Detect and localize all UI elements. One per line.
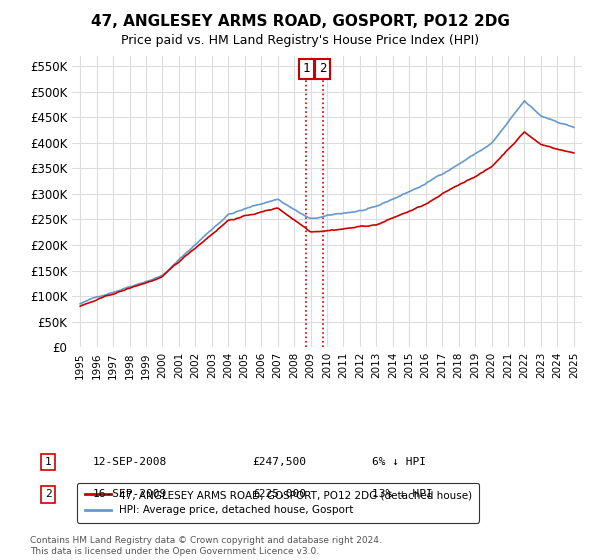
Text: 13% ↓ HPI: 13% ↓ HPI <box>372 489 433 500</box>
Text: 47, ANGLESEY ARMS ROAD, GOSPORT, PO12 2DG: 47, ANGLESEY ARMS ROAD, GOSPORT, PO12 2D… <box>91 14 509 29</box>
Text: 2: 2 <box>319 62 326 75</box>
Text: £247,500: £247,500 <box>252 457 306 467</box>
Text: 1: 1 <box>44 457 52 467</box>
Text: 16-SEP-2009: 16-SEP-2009 <box>93 489 167 500</box>
Text: 12-SEP-2008: 12-SEP-2008 <box>93 457 167 467</box>
Text: 1: 1 <box>302 62 310 75</box>
Text: Price paid vs. HM Land Registry's House Price Index (HPI): Price paid vs. HM Land Registry's House … <box>121 34 479 46</box>
Text: Contains HM Land Registry data © Crown copyright and database right 2024.
This d: Contains HM Land Registry data © Crown c… <box>30 536 382 556</box>
Text: 2: 2 <box>44 489 52 500</box>
Text: £225,000: £225,000 <box>252 489 306 500</box>
Text: 6% ↓ HPI: 6% ↓ HPI <box>372 457 426 467</box>
Legend: 47, ANGLESEY ARMS ROAD, GOSPORT, PO12 2DG (detached house), HPI: Average price, : 47, ANGLESEY ARMS ROAD, GOSPORT, PO12 2D… <box>77 483 479 522</box>
